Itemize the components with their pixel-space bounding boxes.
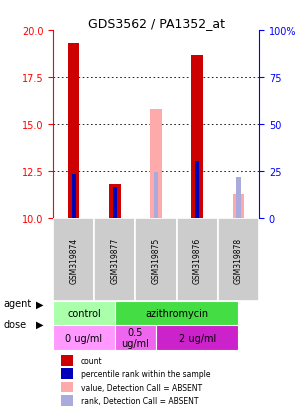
Bar bbox=[61, 382, 73, 392]
Bar bbox=[135, 219, 177, 301]
Text: GSM319877: GSM319877 bbox=[110, 237, 119, 283]
Bar bbox=[53, 219, 94, 301]
Bar bbox=[53, 301, 115, 325]
Text: 0 ug/ml: 0 ug/ml bbox=[65, 333, 102, 343]
Bar bbox=[94, 219, 135, 301]
Bar bbox=[191, 55, 203, 219]
Text: ▶: ▶ bbox=[36, 319, 44, 329]
Bar bbox=[109, 185, 121, 219]
Text: count: count bbox=[81, 356, 102, 365]
Text: ▶: ▶ bbox=[36, 299, 44, 309]
Bar bbox=[233, 195, 244, 219]
Text: rank, Detection Call = ABSENT: rank, Detection Call = ABSENT bbox=[81, 396, 198, 405]
Text: GSM319875: GSM319875 bbox=[152, 237, 161, 283]
Bar bbox=[177, 219, 218, 301]
Bar bbox=[154, 173, 158, 219]
Text: azithromycin: azithromycin bbox=[145, 308, 208, 318]
Bar bbox=[150, 110, 162, 219]
Bar bbox=[156, 325, 238, 350]
Bar bbox=[195, 161, 199, 219]
Bar bbox=[61, 356, 73, 366]
Text: agent: agent bbox=[3, 299, 31, 309]
Bar bbox=[218, 219, 259, 301]
Bar bbox=[68, 44, 79, 219]
Title: GDS3562 / PA1352_at: GDS3562 / PA1352_at bbox=[88, 17, 225, 30]
Text: GSM319874: GSM319874 bbox=[69, 237, 78, 283]
Text: dose: dose bbox=[3, 319, 26, 329]
Text: value, Detection Call = ABSENT: value, Detection Call = ABSENT bbox=[81, 383, 202, 392]
Bar bbox=[72, 175, 76, 219]
Text: GSM319876: GSM319876 bbox=[193, 237, 202, 283]
Bar bbox=[61, 368, 73, 379]
Bar bbox=[61, 395, 73, 406]
Bar bbox=[115, 301, 238, 325]
Bar bbox=[115, 325, 156, 350]
Text: 0.5
ug/ml: 0.5 ug/ml bbox=[122, 327, 149, 349]
Bar bbox=[236, 178, 241, 219]
Bar bbox=[53, 325, 115, 350]
Text: percentile rank within the sample: percentile rank within the sample bbox=[81, 369, 210, 378]
Text: 2 ug/ml: 2 ug/ml bbox=[179, 333, 216, 343]
Bar bbox=[113, 188, 117, 219]
Text: control: control bbox=[67, 308, 101, 318]
Text: GSM319878: GSM319878 bbox=[234, 237, 243, 283]
